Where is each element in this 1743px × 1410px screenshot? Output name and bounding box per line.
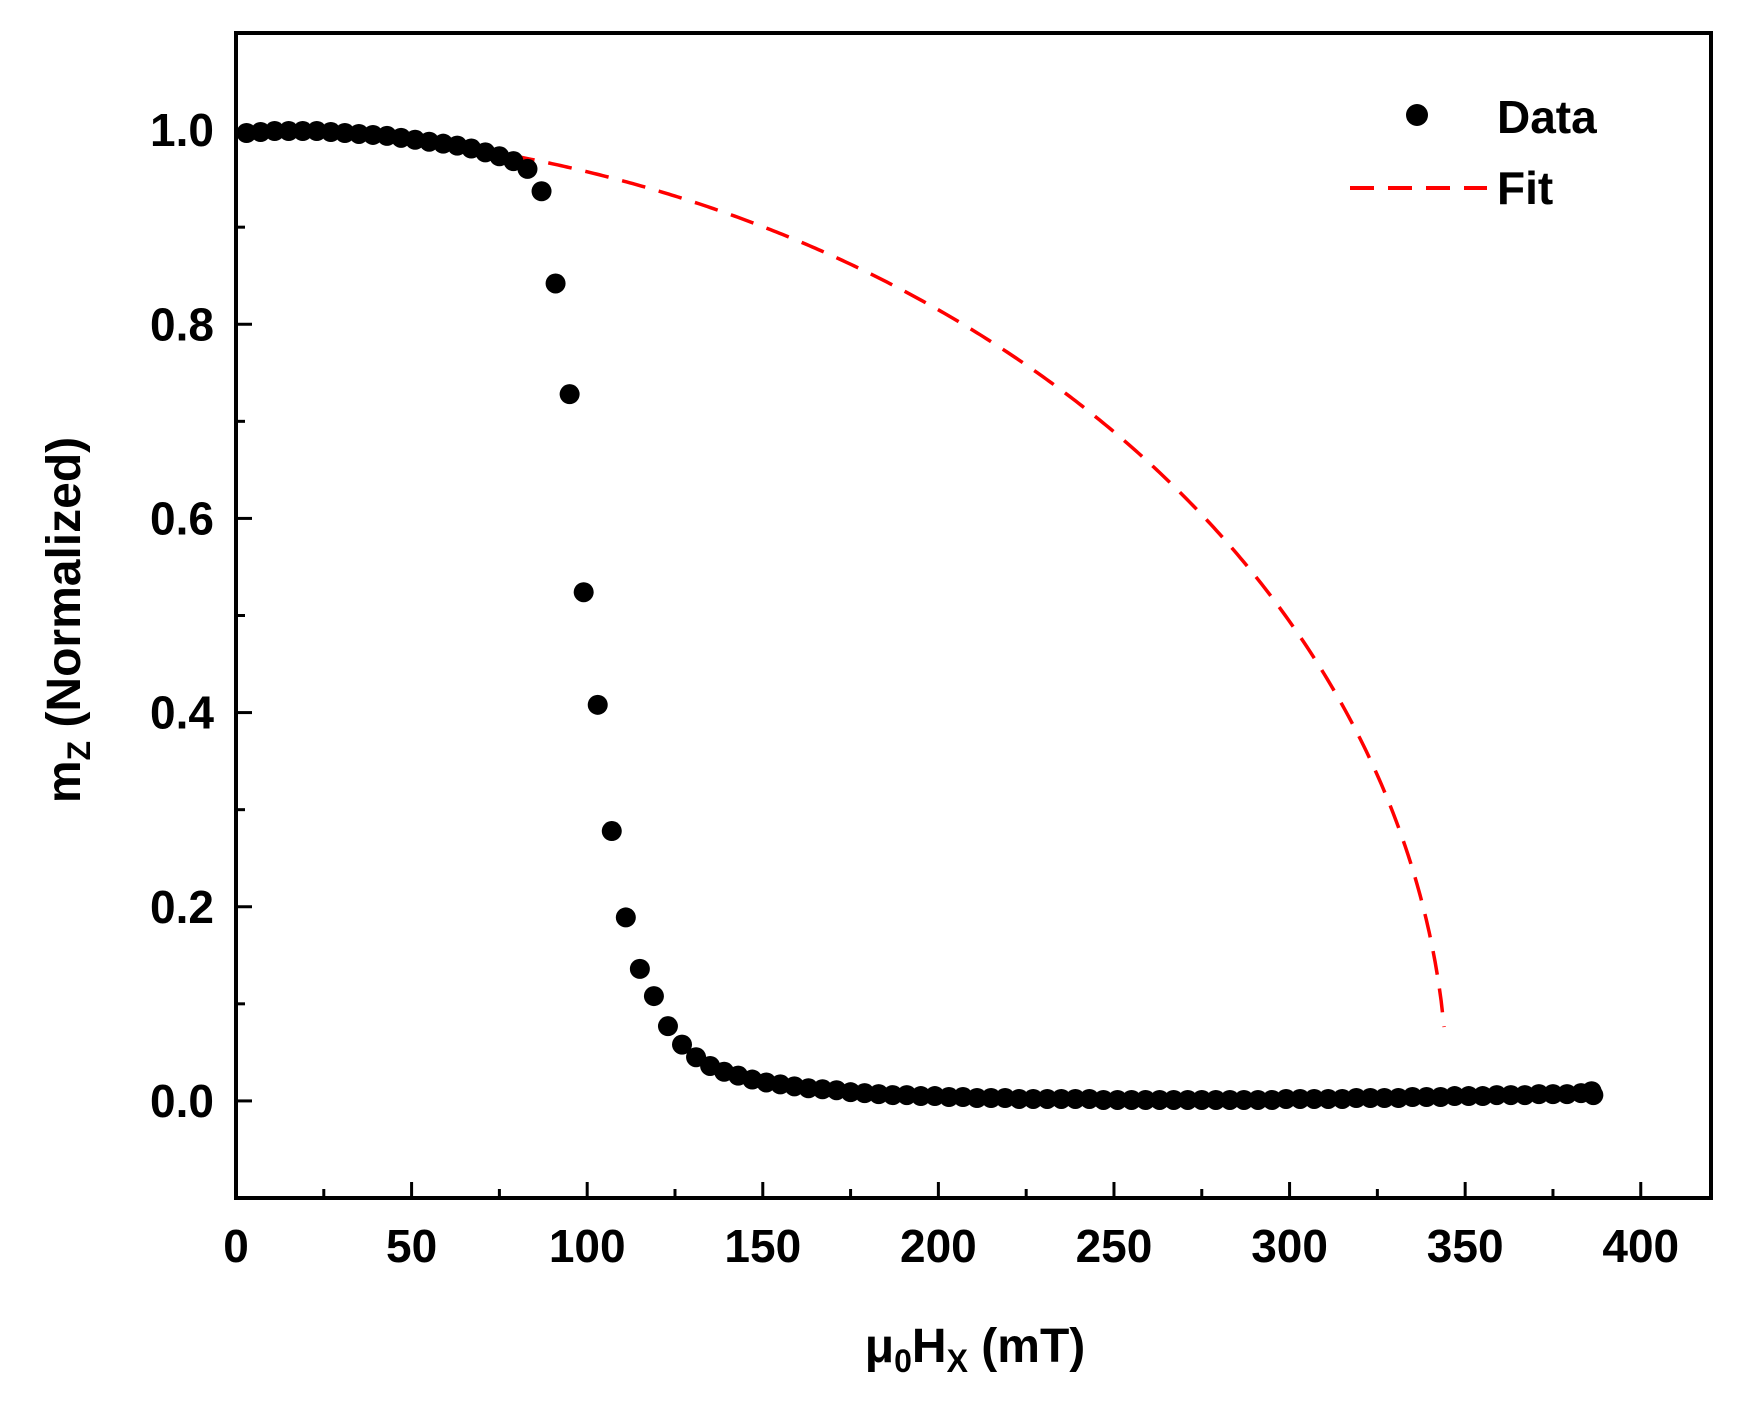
data-point bbox=[1233, 1089, 1254, 1110]
data-point bbox=[573, 582, 594, 603]
data-point bbox=[1402, 1087, 1423, 1108]
y-tick-label: 0.8 bbox=[150, 298, 214, 350]
data-point bbox=[1009, 1088, 1030, 1109]
plot-frame bbox=[234, 31, 1713, 1200]
data-point bbox=[1500, 1085, 1521, 1106]
legend-fit-label: Fit bbox=[1497, 162, 1553, 214]
fit-curve bbox=[246, 128, 1446, 1028]
data-point bbox=[1121, 1089, 1142, 1110]
data-point bbox=[882, 1085, 903, 1106]
data-point bbox=[967, 1088, 988, 1108]
data-point bbox=[1290, 1088, 1311, 1109]
data-point bbox=[1093, 1089, 1114, 1110]
data-point bbox=[1416, 1087, 1437, 1108]
data-point bbox=[1486, 1085, 1507, 1106]
axis-ticks bbox=[234, 128, 1643, 1198]
data-point bbox=[1374, 1088, 1395, 1108]
data-point bbox=[531, 181, 552, 202]
data-point bbox=[1177, 1089, 1198, 1110]
y-tick-label: 0.6 bbox=[150, 492, 214, 544]
data-point bbox=[1037, 1088, 1058, 1109]
data-point bbox=[1528, 1084, 1549, 1105]
data-point bbox=[938, 1087, 959, 1108]
x-tick-label: 50 bbox=[386, 1220, 437, 1272]
data-point bbox=[615, 907, 636, 928]
data-point bbox=[1023, 1088, 1044, 1109]
data-point bbox=[1360, 1088, 1381, 1108]
data-point bbox=[545, 273, 566, 294]
y-tick-label: 1.0 bbox=[150, 104, 214, 156]
data-point bbox=[1065, 1088, 1086, 1109]
fit-layer bbox=[246, 128, 1446, 1028]
x-axis-title-subx: X bbox=[947, 1343, 969, 1379]
data-point bbox=[1051, 1088, 1072, 1109]
data-point bbox=[1444, 1086, 1465, 1107]
legend-data-marker bbox=[1406, 104, 1428, 126]
data-point bbox=[1318, 1088, 1339, 1109]
y-tick-label: 0.0 bbox=[150, 1075, 214, 1127]
tick-labels: 0 50 100 150 200 250 300 350 400 0.0 0.2 0.4 0.6 0.8 1… bbox=[150, 104, 1679, 1272]
data-point bbox=[1276, 1088, 1297, 1109]
legend: Data Fit bbox=[1350, 91, 1597, 214]
data-point bbox=[1163, 1089, 1184, 1110]
x-axis-title-h: H bbox=[912, 1320, 947, 1373]
x-axis-title-mu: μ bbox=[865, 1320, 894, 1373]
y-axis-title-m: m bbox=[38, 760, 91, 803]
data-point bbox=[1583, 1085, 1604, 1106]
y-axis-title-subz: Z bbox=[61, 741, 97, 761]
data-point bbox=[1458, 1086, 1479, 1107]
data-point bbox=[1542, 1084, 1563, 1105]
y-axis-title-rest: (Normalized) bbox=[38, 437, 91, 741]
data-point bbox=[264, 121, 285, 142]
x-tick-label: 250 bbox=[1076, 1220, 1153, 1272]
data-point bbox=[643, 986, 664, 1007]
data-point bbox=[587, 694, 608, 715]
data-point bbox=[1107, 1089, 1128, 1110]
data-point bbox=[1346, 1088, 1367, 1108]
x-axis-title: μ0HX (mT) bbox=[865, 1320, 1086, 1379]
x-tick-label: 150 bbox=[724, 1220, 801, 1272]
x-tick-label: 300 bbox=[1251, 1220, 1328, 1272]
data-point bbox=[559, 384, 580, 405]
x-tick-label: 0 bbox=[223, 1220, 249, 1272]
data-point bbox=[601, 821, 622, 842]
data-point bbox=[1219, 1089, 1240, 1110]
data-point bbox=[1247, 1089, 1268, 1110]
x-tick-label: 400 bbox=[1602, 1220, 1679, 1272]
data-point bbox=[1191, 1089, 1212, 1110]
data-point bbox=[278, 121, 299, 142]
x-tick-label: 350 bbox=[1427, 1220, 1504, 1272]
y-axis-title: mZ (Normalized) bbox=[38, 437, 97, 803]
y-tick-label: 0.2 bbox=[150, 881, 214, 933]
data-point bbox=[672, 1034, 693, 1055]
data-point bbox=[1149, 1089, 1170, 1110]
data-point bbox=[517, 158, 538, 179]
data-point bbox=[657, 1016, 678, 1037]
x-axis-title-sub0: 0 bbox=[894, 1343, 912, 1379]
legend-data-label: Data bbox=[1497, 91, 1597, 143]
data-point bbox=[1135, 1089, 1156, 1110]
data-point bbox=[981, 1088, 1002, 1108]
x-tick-label: 100 bbox=[549, 1220, 626, 1272]
data-point bbox=[1205, 1089, 1226, 1110]
data-point bbox=[1304, 1088, 1325, 1109]
data-point bbox=[292, 121, 313, 142]
data-point bbox=[910, 1086, 931, 1107]
data-point bbox=[629, 958, 650, 979]
x-axis-title-unit: (mT) bbox=[968, 1320, 1085, 1373]
x-tick-label: 200 bbox=[900, 1220, 977, 1272]
y-tick-label: 0.4 bbox=[150, 687, 214, 739]
data-layer bbox=[236, 121, 1604, 1110]
